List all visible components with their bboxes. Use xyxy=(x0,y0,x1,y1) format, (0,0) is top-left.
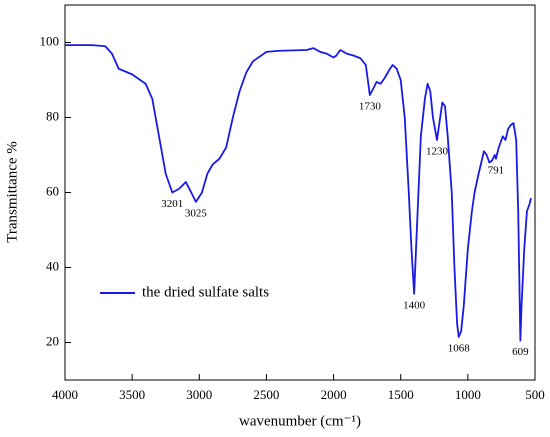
peak-label: 609 xyxy=(512,346,529,358)
y-tick-label: 40 xyxy=(46,258,59,273)
y-tick-label: 100 xyxy=(40,33,60,48)
x-tick-label: 2500 xyxy=(253,387,279,402)
peak-label: 3025 xyxy=(185,207,208,219)
peak-label: 1068 xyxy=(448,342,471,354)
plot-frame xyxy=(64,4,536,381)
x-tick-label: 3500 xyxy=(119,387,145,402)
y-axis-label: Transmittance % xyxy=(4,141,20,243)
peak-label: 1730 xyxy=(359,101,382,113)
spectrum-line xyxy=(65,44,532,342)
peak-label: 1230 xyxy=(426,146,449,158)
y-tick-label: 20 xyxy=(46,333,59,348)
x-tick-label: 500 xyxy=(525,387,545,402)
x-tick-label: 2000 xyxy=(321,387,347,402)
peak-label: 791 xyxy=(488,164,505,176)
x-tick-label: 1500 xyxy=(388,387,414,402)
y-tick-label: 80 xyxy=(46,108,59,123)
peak-label: 1400 xyxy=(403,299,426,311)
x-tick-label: 1000 xyxy=(455,387,481,402)
legend-label: the dried sulfate salts xyxy=(142,284,269,300)
x-tick-label: 4000 xyxy=(52,387,78,402)
peak-label: 3201 xyxy=(161,198,183,210)
x-tick-label: 3000 xyxy=(186,387,212,402)
y-tick-label: 60 xyxy=(46,183,59,198)
x-axis-label: wavenumber (cm⁻¹) xyxy=(239,413,361,429)
